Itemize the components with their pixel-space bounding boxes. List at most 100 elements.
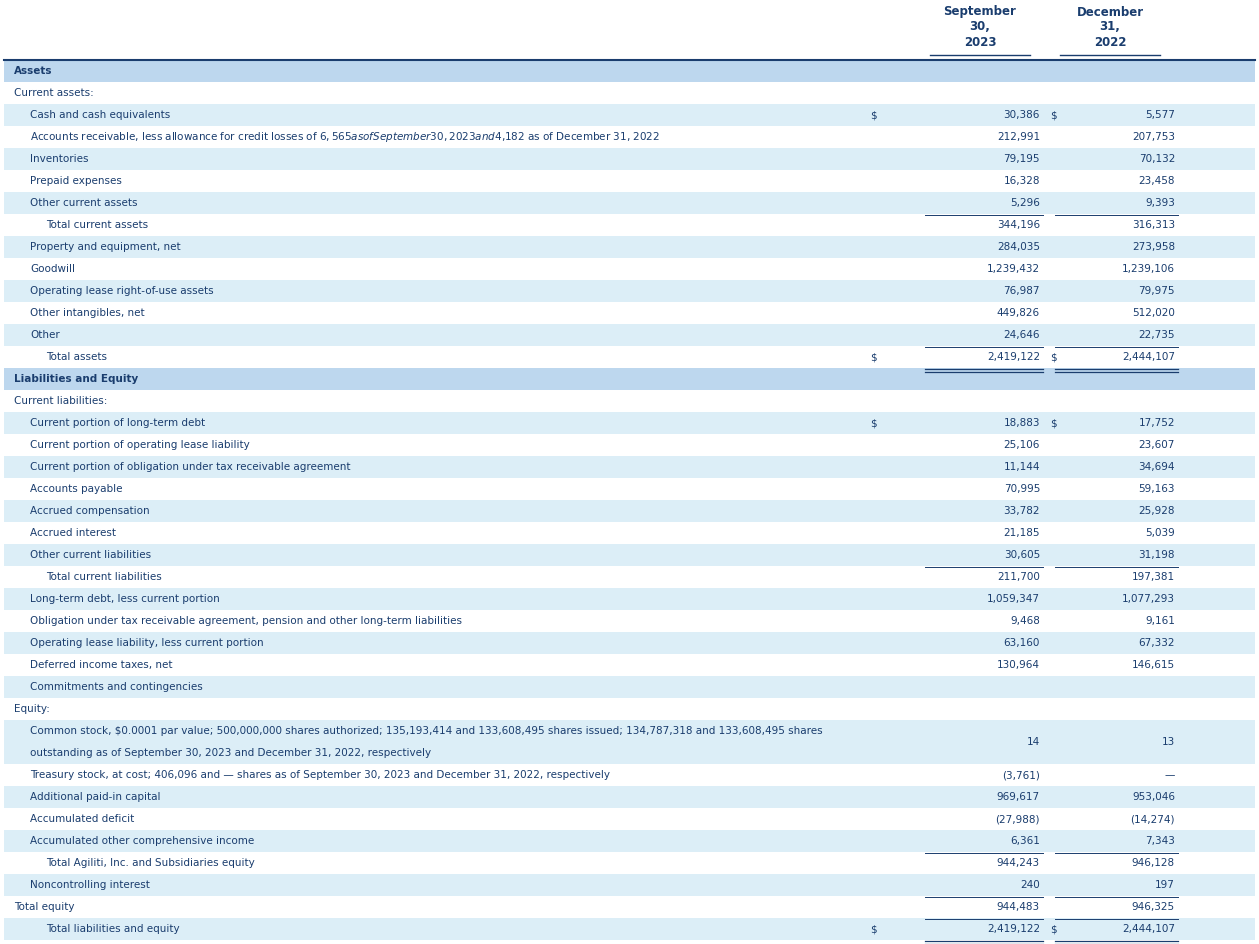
Bar — [4, 390, 1255, 412]
Text: (27,988): (27,988) — [996, 814, 1040, 824]
Text: —: — — [1165, 770, 1175, 780]
Text: Total assets: Total assets — [47, 352, 107, 362]
Text: $: $ — [1050, 352, 1056, 362]
Text: Obligation under tax receivable agreement, pension and other long-term liabiliti: Obligation under tax receivable agreemen… — [30, 616, 462, 626]
Text: 34,694: 34,694 — [1138, 462, 1175, 472]
Text: 9,468: 9,468 — [1010, 616, 1040, 626]
Bar — [4, 588, 1255, 610]
Text: 344,196: 344,196 — [997, 220, 1040, 230]
Text: Property and equipment, net: Property and equipment, net — [30, 242, 180, 252]
Text: Accounts payable: Accounts payable — [30, 484, 122, 494]
Text: outstanding as of September 30, 2023 and December 31, 2022, respectively: outstanding as of September 30, 2023 and… — [30, 748, 431, 758]
Text: 24,646: 24,646 — [1003, 330, 1040, 340]
Text: 953,046: 953,046 — [1132, 792, 1175, 802]
Bar — [4, 236, 1255, 258]
Bar — [4, 324, 1255, 346]
Bar — [4, 368, 1255, 390]
Text: Accrued interest: Accrued interest — [30, 528, 116, 538]
Text: 197,381: 197,381 — [1132, 572, 1175, 582]
Bar — [4, 544, 1255, 566]
Bar — [4, 170, 1255, 192]
Text: 512,020: 512,020 — [1132, 308, 1175, 318]
Bar — [4, 918, 1255, 940]
Text: 76,987: 76,987 — [1003, 286, 1040, 296]
Text: Accrued compensation: Accrued compensation — [30, 506, 150, 516]
Bar — [4, 610, 1255, 632]
Bar — [4, 566, 1255, 588]
Text: 1,077,293: 1,077,293 — [1122, 594, 1175, 604]
Text: 2,419,122: 2,419,122 — [987, 352, 1040, 362]
Text: Other current assets: Other current assets — [30, 198, 137, 208]
Text: 449,826: 449,826 — [997, 308, 1040, 318]
Text: 284,035: 284,035 — [997, 242, 1040, 252]
Text: 207,753: 207,753 — [1132, 132, 1175, 142]
Text: $: $ — [1050, 110, 1056, 120]
Text: Prepaid expenses: Prepaid expenses — [30, 176, 122, 186]
Bar — [4, 500, 1255, 522]
Text: $: $ — [870, 110, 876, 120]
Text: Long-term debt, less current portion: Long-term debt, less current portion — [30, 594, 220, 604]
Text: 944,243: 944,243 — [997, 858, 1040, 868]
Text: $: $ — [1050, 924, 1056, 934]
Bar — [4, 830, 1255, 852]
Text: Deferred income taxes, net: Deferred income taxes, net — [30, 660, 172, 670]
Text: Other intangibles, net: Other intangibles, net — [30, 308, 145, 318]
Text: Current liabilities:: Current liabilities: — [14, 396, 107, 406]
Bar — [4, 60, 1255, 82]
Text: 969,617: 969,617 — [997, 792, 1040, 802]
Bar — [4, 302, 1255, 324]
Bar — [4, 456, 1255, 478]
Text: 33,782: 33,782 — [1003, 506, 1040, 516]
Text: 70,995: 70,995 — [1003, 484, 1040, 494]
Text: Operating lease liability, less current portion: Operating lease liability, less current … — [30, 638, 263, 648]
Text: Current assets:: Current assets: — [14, 88, 93, 98]
Text: 946,128: 946,128 — [1132, 858, 1175, 868]
Text: 70,132: 70,132 — [1138, 154, 1175, 164]
Text: Noncontrolling interest: Noncontrolling interest — [30, 880, 150, 890]
Text: 18,883: 18,883 — [1003, 418, 1040, 428]
Text: 63,160: 63,160 — [1003, 638, 1040, 648]
Text: Total current liabilities: Total current liabilities — [47, 572, 161, 582]
Text: 2,419,122: 2,419,122 — [987, 924, 1040, 934]
Text: 1,239,432: 1,239,432 — [987, 264, 1040, 274]
Text: 946,325: 946,325 — [1132, 902, 1175, 912]
Text: Goodwill: Goodwill — [30, 264, 76, 274]
Text: Accumulated other comprehensive income: Accumulated other comprehensive income — [30, 836, 254, 846]
Bar — [4, 720, 1255, 764]
Text: 1,239,106: 1,239,106 — [1122, 264, 1175, 274]
Text: Current portion of obligation under tax receivable agreement: Current portion of obligation under tax … — [30, 462, 350, 472]
Bar — [4, 676, 1255, 698]
Text: (14,274): (14,274) — [1131, 814, 1175, 824]
Text: $: $ — [870, 924, 876, 934]
Text: 9,393: 9,393 — [1146, 198, 1175, 208]
Text: $: $ — [870, 352, 876, 362]
Text: Treasury stock, at cost; 406,096 and — shares as of September 30, 2023 and Decem: Treasury stock, at cost; 406,096 and — s… — [30, 770, 611, 780]
Bar — [4, 874, 1255, 896]
Text: Total liabilities and equity: Total liabilities and equity — [47, 924, 180, 934]
Text: 13: 13 — [1162, 737, 1175, 747]
Text: 1,059,347: 1,059,347 — [987, 594, 1040, 604]
Text: 212,991: 212,991 — [997, 132, 1040, 142]
Bar — [4, 698, 1255, 720]
Text: Total Agiliti, Inc. and Subsidiaries equity: Total Agiliti, Inc. and Subsidiaries equ… — [47, 858, 254, 868]
Bar — [4, 126, 1255, 148]
Text: 31,198: 31,198 — [1138, 550, 1175, 560]
Text: 240: 240 — [1020, 880, 1040, 890]
Bar — [4, 280, 1255, 302]
Text: (3,761): (3,761) — [1002, 770, 1040, 780]
Text: Cash and cash equivalents: Cash and cash equivalents — [30, 110, 170, 120]
Bar — [4, 346, 1255, 368]
Text: 5,577: 5,577 — [1146, 110, 1175, 120]
Bar — [4, 852, 1255, 874]
Text: 30,386: 30,386 — [1003, 110, 1040, 120]
Text: 14: 14 — [1027, 737, 1040, 747]
Text: 17,752: 17,752 — [1138, 418, 1175, 428]
Text: Assets: Assets — [14, 66, 53, 76]
Text: 23,458: 23,458 — [1138, 176, 1175, 186]
Text: 2,444,107: 2,444,107 — [1122, 924, 1175, 934]
Bar — [4, 258, 1255, 280]
Text: 11,144: 11,144 — [1003, 462, 1040, 472]
Text: Liabilities and Equity: Liabilities and Equity — [14, 374, 138, 384]
Text: Accumulated deficit: Accumulated deficit — [30, 814, 135, 824]
Bar — [4, 654, 1255, 676]
